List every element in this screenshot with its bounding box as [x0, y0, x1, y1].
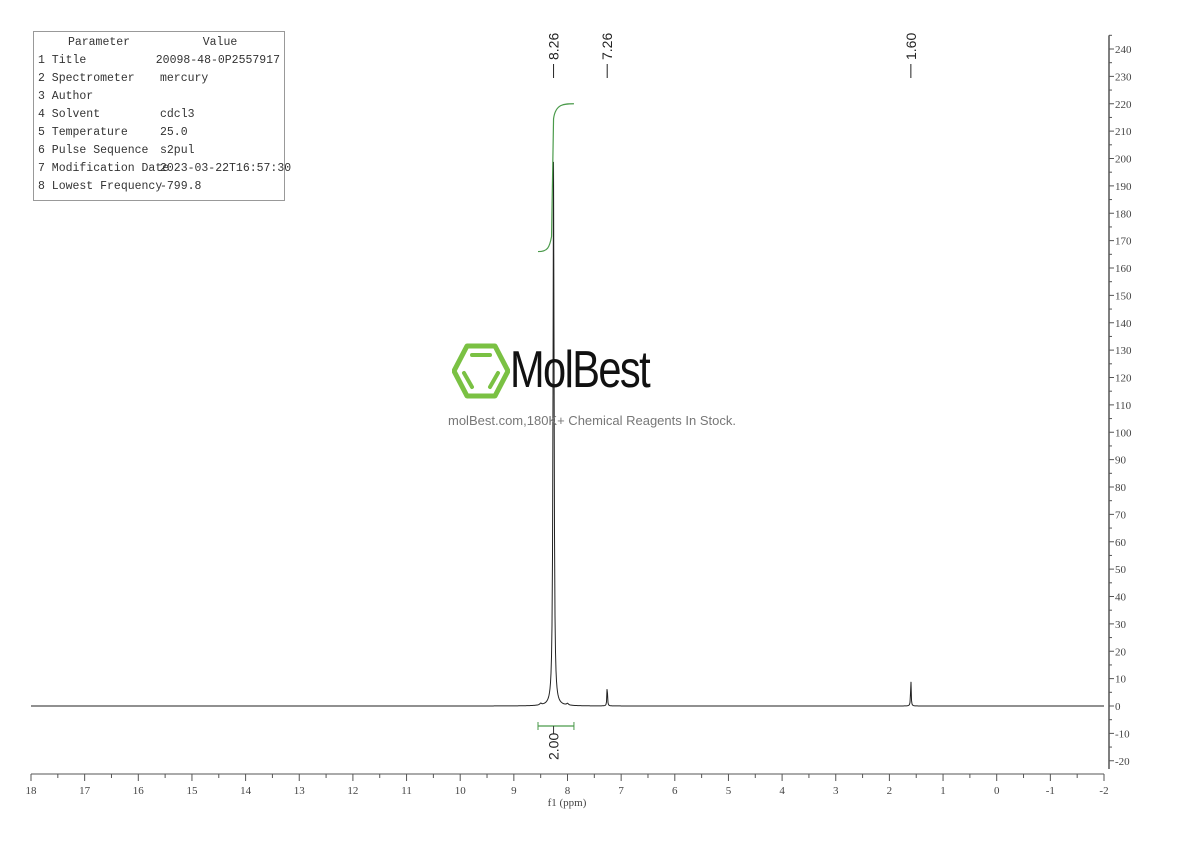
parameter-row: 5 Temperature 25.0 — [38, 124, 280, 142]
x-tick-label: 13 — [294, 785, 306, 797]
parameter-value: -799.8 — [160, 180, 202, 193]
y-tick-label: 80 — [1115, 482, 1127, 494]
y-tick-label: 50 — [1115, 564, 1127, 576]
y-tick-label: 210 — [1115, 126, 1132, 138]
x-tick-label: 4 — [779, 785, 785, 797]
parameter-value: 2023-03-22T16:57:30 — [160, 162, 292, 175]
watermark-brand: MolBest — [510, 341, 651, 399]
header-value: Value — [202, 36, 238, 49]
x-tick-label: -2 — [1099, 785, 1108, 797]
peak-label: 1.60 — [903, 33, 919, 60]
parameter-value: s2pul — [160, 144, 195, 157]
x-tick-label: 5 — [726, 785, 732, 797]
x-tick-label: -1 — [1046, 785, 1055, 797]
y-tick-label: 110 — [1115, 400, 1132, 412]
y-tick-label: 240 — [1115, 44, 1132, 56]
header-parameter: Parameter — [67, 36, 131, 49]
y-tick-label: -10 — [1115, 728, 1130, 740]
x-tick-label: 9 — [511, 785, 517, 797]
spectrum-layer — [31, 161, 1104, 707]
parameter-value: 20098-48-0P2557917 — [155, 54, 280, 67]
y-tick-label: 220 — [1115, 99, 1132, 111]
y-tick-label: 230 — [1115, 71, 1132, 83]
parameter-table-header: Parameter Value — [38, 34, 280, 52]
y-tick-label: 150 — [1115, 290, 1132, 302]
peak-label: 7.26 — [599, 33, 615, 60]
y-tick-label: 140 — [1115, 318, 1132, 330]
parameter-row: 2 Spectrometer mercury — [38, 70, 280, 88]
parameter-row: 3 Author — [38, 88, 280, 106]
x-tick-label: 0 — [994, 785, 1000, 797]
parameter-name: 7 Modification Date — [38, 162, 170, 175]
parameter-name: 5 Temperature — [38, 126, 128, 139]
x-axis-label: f1 (ppm) — [548, 797, 587, 809]
x-tick-label: 18 — [26, 785, 38, 797]
parameter-row: 7 Modification Date 2023-03-22T16:57:30 — [38, 160, 291, 178]
x-tick-label: 1 — [940, 785, 946, 797]
y-tick-label: -20 — [1115, 756, 1130, 768]
parameter-name: 1 Title — [38, 54, 87, 67]
molbest-logo-hexagon-icon — [452, 343, 510, 399]
parameter-name: 8 Lowest Frequency — [38, 180, 163, 193]
spectrum-trace — [31, 161, 1104, 707]
y-tick-label: 170 — [1115, 236, 1132, 248]
parameter-row: 6 Pulse Sequence s2pul — [38, 142, 280, 160]
x-tick-label: 12 — [347, 785, 358, 797]
x-tick-label: 11 — [401, 785, 412, 797]
y-tick-label: 200 — [1115, 154, 1132, 166]
x-tick-label: 17 — [79, 785, 91, 797]
y-tick-label: 130 — [1115, 345, 1132, 357]
x-axis: 18 17 16 15 14 13 12 11 10 9 8 7 6 5 4 3 2 1 0 -1 -2 — [26, 773, 1109, 797]
peak-label: 8.26 — [546, 33, 562, 60]
integral-value-label: 2.00 — [546, 733, 562, 760]
integral-curve — [537, 103, 574, 253]
x-tick-label: 2 — [887, 785, 893, 797]
y-tick-label: 20 — [1115, 646, 1127, 658]
y-tick-label: 60 — [1115, 537, 1127, 549]
x-tick-label: 10 — [455, 785, 467, 797]
y-tick-label: 70 — [1115, 509, 1127, 521]
parameter-name: 6 Pulse Sequence — [38, 144, 149, 157]
y-tick-label: 0 — [1115, 701, 1121, 713]
parameter-row: 8 Lowest Frequency -799.8 — [38, 178, 280, 196]
parameter-name: 2 Spectrometer — [38, 72, 135, 85]
x-tick-label: 6 — [672, 785, 678, 797]
y-tick-label: 100 — [1115, 427, 1132, 439]
x-tick-label: 3 — [833, 785, 839, 797]
y-tick-label: 10 — [1115, 674, 1127, 686]
parameter-row: 1 Title 20098-48-0P2557917 — [38, 52, 280, 70]
y-tick-label: 40 — [1115, 592, 1127, 604]
parameter-value: 25.0 — [160, 126, 188, 139]
y-tick-label: 90 — [1115, 455, 1127, 467]
y-axis: -20 -10 0 10 20 30 40 50 60 70 80 90 100 110 120 130 140… — [1108, 34, 1132, 769]
integral-layer: 2.00 — [537, 103, 575, 760]
watermark-tagline: molBest.com,180K+ Chemical Reagents In S… — [448, 413, 736, 428]
y-tick-label: 160 — [1115, 263, 1132, 275]
x-tick-label: 7 — [618, 785, 624, 797]
x-tick-label: 16 — [133, 785, 145, 797]
y-tick-label: 190 — [1115, 181, 1132, 193]
x-tick-label: 15 — [186, 785, 198, 797]
parameter-value: mercury — [160, 72, 209, 85]
x-tick-label: 8 — [565, 785, 571, 797]
parameter-value: cdcl3 — [160, 108, 195, 121]
parameter-name: 3 Author — [38, 90, 94, 103]
y-tick-label: 180 — [1115, 208, 1132, 220]
peak-labels: 8.26 7.26 1.60 — [546, 33, 919, 78]
parameter-table: Parameter Value 1 Title 20098-48-0P255791… — [33, 31, 291, 201]
y-tick-label: 30 — [1115, 619, 1127, 631]
x-tick-label: 14 — [240, 785, 252, 797]
parameter-row: 4 Solvent cdcl3 — [38, 106, 280, 124]
y-tick-label: 120 — [1115, 373, 1132, 385]
parameter-name: 4 Solvent — [38, 108, 101, 121]
